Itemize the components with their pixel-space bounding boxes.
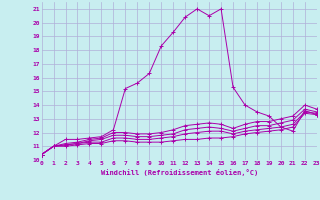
- X-axis label: Windchill (Refroidissement éolien,°C): Windchill (Refroidissement éolien,°C): [100, 169, 258, 176]
